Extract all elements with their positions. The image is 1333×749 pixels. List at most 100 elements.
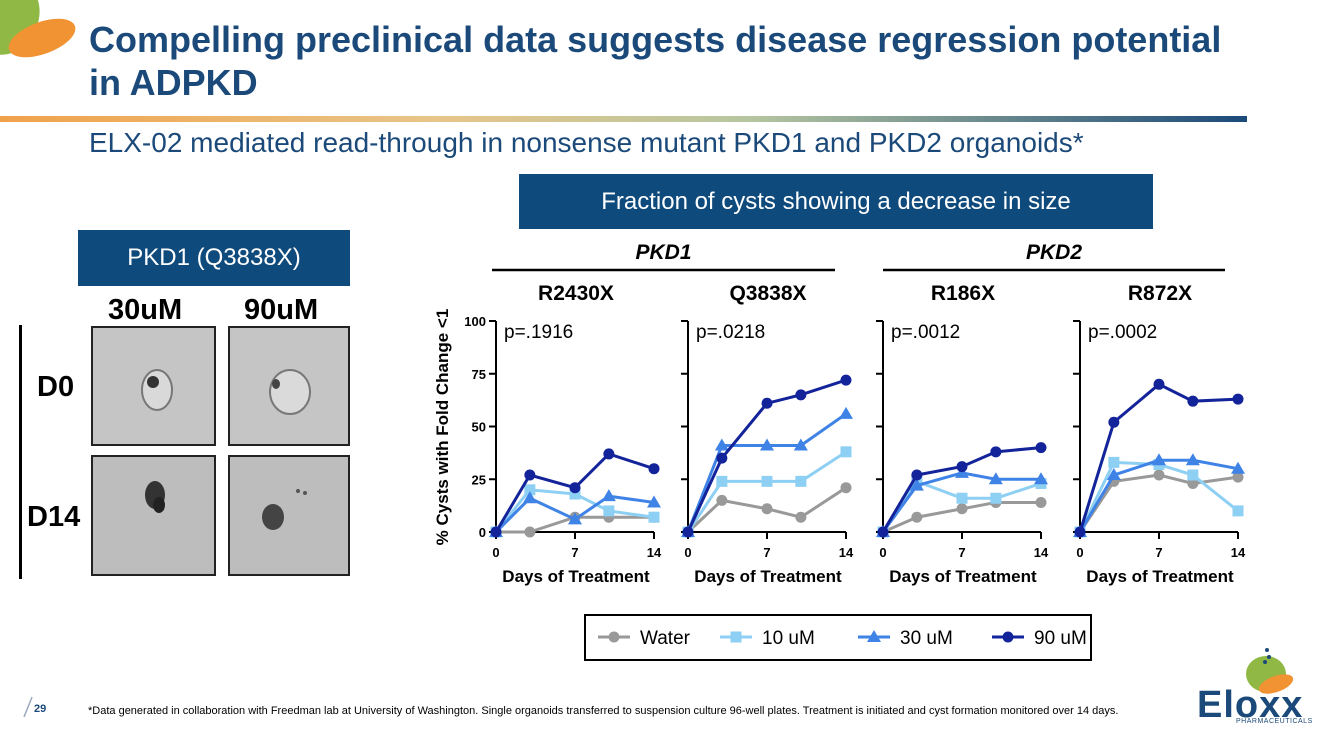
data-point-90um [956, 461, 968, 473]
data-point-10um [569, 488, 581, 500]
data-point-water [716, 494, 728, 506]
panel-r872x: R872X p=.0002 0 7 14 Days of Treatment [1073, 282, 1246, 586]
data-point-10um [603, 505, 615, 517]
p-value: p=.0012 [891, 322, 960, 343]
group-title-pkd1: PKD1 [635, 241, 691, 264]
series-line-10um [686, 450, 847, 533]
page-subtitle: ELX-02 mediated read-through in nonsense… [89, 127, 1084, 158]
data-point-90um [911, 469, 923, 481]
data-point-30um [793, 438, 808, 451]
data-point-30um [601, 489, 616, 502]
data-point-30um [1231, 461, 1245, 474]
x-tick-label: 0 [492, 545, 499, 560]
data-point-90um [1187, 395, 1199, 407]
y-axis-label: % Cysts with Fold Change <1 [433, 309, 452, 546]
data-point-90um [877, 526, 889, 538]
data-point-90um [490, 526, 502, 538]
data-point-30um [988, 472, 1003, 485]
data-point-10um [1232, 505, 1244, 517]
data-point-90um [524, 469, 536, 481]
data-point-30um [1034, 472, 1048, 485]
page-title: Compelling preclinical data suggests dis… [89, 19, 1222, 103]
data-point-90um [1232, 393, 1244, 405]
data-point-10um [761, 475, 773, 487]
data-point-water [911, 511, 923, 523]
data-point-90um [569, 482, 581, 494]
data-point-30um [839, 406, 853, 419]
data-point-90um [795, 389, 807, 401]
row-label-d0: D0 [37, 371, 75, 403]
footnote: *Data generated in collaboration with Fr… [88, 705, 1119, 717]
legend-marker-water [608, 631, 620, 643]
data-point-90um [761, 397, 773, 409]
legend-marker-10um [730, 631, 742, 643]
data-point-water [1153, 469, 1165, 481]
panel-title: R2430X [538, 282, 614, 305]
data-point-10um [524, 484, 536, 496]
data-point-water [1232, 471, 1244, 483]
data-point-10um [956, 492, 968, 504]
data-point-water [795, 511, 807, 523]
x-tick-label: 14 [839, 545, 854, 560]
eloxx-logo-text: Eloxx [1197, 684, 1304, 726]
pkd1-label-box: PKD1 (Q3838X) [78, 230, 350, 286]
data-point-water [1035, 496, 1047, 508]
group-title-pkd2: PKD2 [1026, 241, 1082, 264]
p-value: p=.0002 [1088, 322, 1157, 343]
eloxx-logo-subtext: PHARMACEUTICALS [1236, 718, 1313, 725]
x-tick-label: 0 [1076, 545, 1083, 560]
p-value: p=.1916 [504, 322, 573, 343]
data-point-water [1187, 477, 1199, 489]
data-point-90um [1035, 442, 1047, 454]
page-number: 29 [34, 703, 47, 715]
data-point-water [761, 503, 773, 515]
conc-label-90: 90uM [244, 294, 319, 326]
data-point-90um [682, 526, 694, 538]
data-point-30um [1185, 453, 1200, 466]
panel-title: Q3838X [729, 282, 806, 305]
data-point-30um [522, 491, 537, 504]
data-point-30um [568, 512, 582, 525]
cyst-fraction-charts: PKD1 PKD2 % Cysts with Fold Change <1 R2430… [433, 241, 1246, 586]
data-point-10um [648, 511, 660, 523]
panel-q3838x: Q3838X p=.0218 0 7 14 Days of Treatment [681, 282, 854, 586]
x-tick-label: 7 [958, 545, 965, 560]
x-tick-label: 7 [571, 545, 578, 560]
x-axis-label: Days of Treatment [502, 567, 650, 586]
data-point-90um [840, 374, 852, 386]
data-point-90um [990, 446, 1002, 458]
data-point-water [840, 482, 852, 494]
legend-label-water: Water [640, 628, 691, 649]
corner-leaf-decoration [0, 0, 76, 58]
organoid-image-d0-90 [228, 326, 350, 446]
organoid-image-d14-90 [228, 455, 350, 576]
data-point-10um [990, 492, 1002, 504]
data-point-30um [1152, 453, 1166, 466]
row-label-d14: D14 [27, 501, 81, 533]
x-tick-label: 14 [1034, 545, 1049, 560]
data-point-10um [716, 475, 728, 487]
x-axis-label: Days of Treatment [694, 567, 842, 586]
data-point-10um [1108, 456, 1120, 468]
eloxx-logo-icon [1246, 648, 1294, 694]
data-point-30um [714, 438, 729, 451]
data-point-90um [716, 452, 728, 464]
x-tick-label: 14 [1231, 545, 1246, 560]
legend-label-10um: 10 uM [762, 628, 815, 649]
data-point-30um [1106, 468, 1121, 481]
panel-r2430x: R2430X p=.1916 0 25 50 75 100 0 7 14 Days of Treat… [464, 282, 662, 586]
y-tick-label: 25 [472, 472, 486, 487]
y-tick-label: 75 [472, 367, 486, 382]
legend-marker-30um [867, 630, 881, 642]
panel-title: R186X [931, 282, 995, 305]
data-point-10um [795, 475, 807, 487]
organoid-image-d14-30 [91, 455, 216, 576]
conc-label-30: 30uM [108, 294, 183, 326]
legend: Water 10 uM 30 uM 90 uM [584, 614, 1092, 661]
page-slash-decoration [23, 696, 33, 718]
x-axis-label: Days of Treatment [1086, 567, 1234, 586]
data-point-30um [647, 495, 661, 508]
data-point-90um [1108, 416, 1120, 428]
y-tick-label: 100 [464, 314, 486, 329]
panel-title: R872X [1128, 282, 1192, 305]
